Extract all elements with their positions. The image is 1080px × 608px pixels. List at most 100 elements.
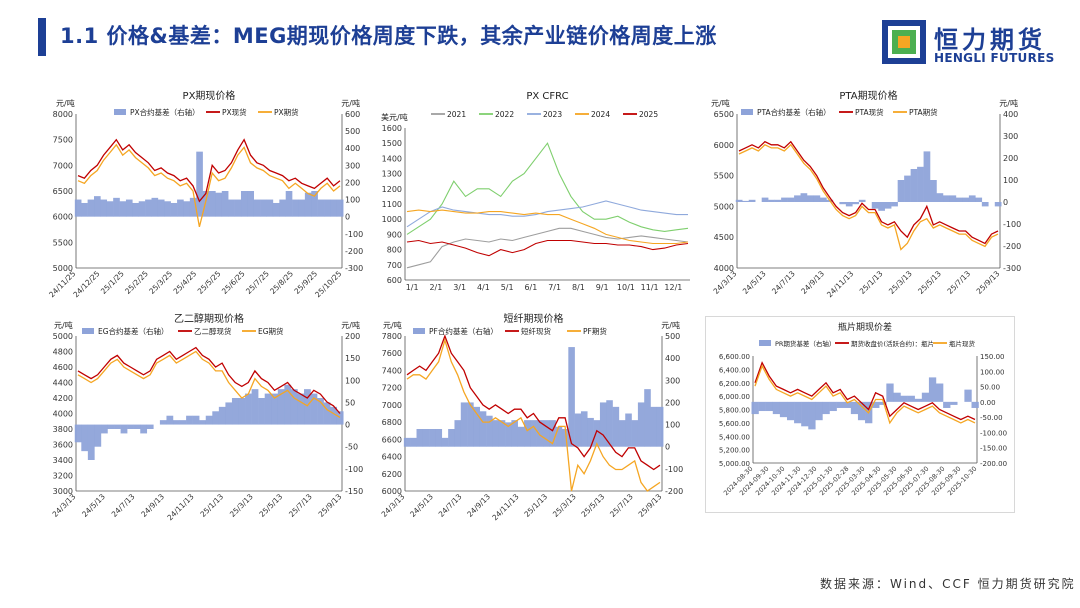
x-tick-label: 4/1 (477, 283, 490, 292)
legend-label: 乙二醇现货 (194, 326, 232, 336)
legend-label: 2023 (543, 110, 562, 119)
legend-swatch (413, 328, 425, 334)
basis-bar (928, 377, 937, 402)
basis-bar (114, 424, 121, 429)
basis-bar (878, 202, 885, 211)
legend-label: 短纤现货 (521, 326, 551, 336)
x-tick-label: 25/8/25 (268, 269, 295, 296)
basis-bar (949, 195, 957, 202)
basis-bar (81, 202, 88, 217)
futures-line (77, 143, 341, 228)
legend-label: 2022 (495, 110, 514, 119)
basis-bar (228, 199, 235, 217)
y-right-tick-label: -200.00 (980, 460, 1007, 468)
x-tick-label: 24/5/13 (80, 492, 107, 519)
basis-bar (125, 199, 133, 217)
x-tick-label: 24/11/13 (490, 492, 520, 522)
chart-title: PTA期现价格 (839, 89, 897, 102)
basis-bar (209, 191, 216, 217)
chart-legend: PX合约基差（右轴） PX现货 PX期货 (114, 107, 299, 117)
y-tick-label: 4500 (714, 233, 734, 242)
basis-bar (599, 402, 607, 447)
x-tick-label: 25/3/13 (551, 492, 578, 519)
basis-bar (231, 398, 239, 425)
y-tick-label: 1500 (382, 139, 402, 148)
y-right-tick-label: 500 (345, 127, 360, 136)
basis-bar (543, 420, 550, 447)
chart-pr: 瓶片期现价差 5,000.00 5,200.00 5,400.00 5,600.00 5,… (707, 318, 1013, 511)
y-tick-label: 4200 (53, 394, 73, 403)
x-tick-label: 25/9/13 (975, 269, 1002, 296)
basis-bar (164, 201, 171, 217)
x-tick-label: 25/3/25 (147, 269, 174, 296)
basis-bar (644, 389, 651, 447)
basis-bar (962, 197, 970, 202)
spot-line (77, 346, 341, 414)
basis-bar (304, 389, 311, 425)
y-tick-label: 7500 (53, 136, 73, 145)
basis-bar (435, 429, 443, 447)
y-right-tick-label: -150 (345, 487, 363, 496)
basis-bar (751, 401, 759, 415)
basis-bar (151, 197, 159, 217)
basis-bar (272, 202, 280, 217)
y-right-tick-label: 50 (345, 398, 355, 407)
x-tick-label: 24/11/13 (165, 492, 195, 522)
y-right-tick-label: -200 (665, 487, 683, 496)
basis-bar (955, 197, 963, 202)
basis-bar (858, 199, 866, 202)
basis-bar (923, 151, 931, 202)
basis-bar (625, 413, 632, 447)
chart-title: PX CFRC (526, 91, 568, 102)
chart-svg-cfrc: PX CFRC 美元/吨 600 700 800 900 1000 1100 1200 1300 1… (381, 91, 690, 292)
chart-legend: EG合约基差（右轴） 乙二醇现货 EG期货 (82, 326, 284, 336)
y-tick-label: 7600 (382, 349, 402, 358)
legend-label: EG期货 (258, 326, 284, 336)
x-tick-label: 25/9/13 (317, 492, 344, 519)
basis-bar (839, 202, 847, 205)
y-tick-label: 5,000.00 (719, 460, 750, 468)
legend-label: PX合约基差（右轴） (130, 107, 200, 117)
x-tick-label: 25/5/25 (196, 269, 223, 296)
basis-bar (786, 401, 795, 421)
y-tick-label: 600 (387, 276, 402, 285)
y-tick-label: 6000 (53, 213, 73, 222)
basis-bar (930, 180, 937, 202)
y-right-tick-label: 200 (1003, 154, 1018, 163)
basis-bar (441, 437, 449, 447)
futures-line (738, 143, 999, 251)
basis-bar (454, 420, 462, 447)
basis-bar (238, 398, 246, 425)
basis-bar (173, 420, 180, 425)
y-right-tick-label: 200 (665, 398, 680, 407)
chart-svg-pr: 瓶片期现价差 5,000.00 5,200.00 5,400.00 5,600.00 5,… (719, 321, 1007, 497)
basis-bar (297, 393, 305, 425)
chart-title: 乙二醇期现价格 (174, 312, 244, 325)
legend-label: PX期货 (274, 107, 299, 117)
basis-bar (975, 197, 983, 202)
y-tick-label: 6600 (382, 435, 402, 444)
y-tick-label: 5500 (714, 172, 734, 181)
basis-bar (87, 199, 95, 217)
basis-bar (794, 401, 802, 424)
legend-swatch (759, 340, 771, 346)
basis-bar (910, 169, 918, 202)
chart-legend: 2021 2022 2023 2024 2025 (431, 110, 658, 119)
y-right-tick-label: -300 (345, 264, 363, 273)
chart-px-cfrc: PX CFRC 美元/吨 600 700 800 900 1000 1100 1200 1300 1… (375, 88, 700, 310)
basis-bar (631, 420, 639, 447)
basis-bar (568, 347, 575, 447)
chart-legend: PF合约基差（右轴） 短纤现货 PF期货 (413, 326, 607, 336)
y-right-tick-label: 0 (1003, 198, 1008, 207)
y-right-tick-label: -50.00 (980, 414, 1003, 422)
y-right-tick-label: -200 (1003, 242, 1021, 251)
basis-bar (140, 424, 148, 434)
basis-bar (656, 406, 664, 447)
x-tick-label: 25/6/25 (220, 269, 247, 296)
y-tick-label: 6000 (382, 487, 402, 496)
basis-bar (492, 420, 499, 447)
basis-bar (511, 420, 518, 447)
y-tick-label: 7000 (53, 161, 73, 170)
right-unit-label: 元/吨 (661, 320, 680, 330)
chart-legend: PR期货基差（右轴） 期货收盘价(活跃合约)：瓶片 瓶片现货 (759, 339, 976, 348)
